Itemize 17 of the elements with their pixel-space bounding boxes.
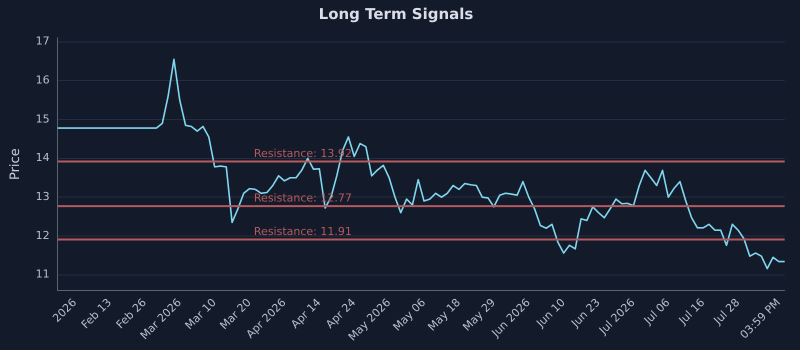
ref-line-label: Resistance: 11.91 — [254, 224, 352, 238]
x-tick-label: Apr 14 — [288, 296, 324, 331]
y-tick-label: 15 — [36, 112, 50, 126]
x-tick-label: Jun 10 — [533, 296, 568, 330]
y-tick-label: 12 — [36, 228, 50, 242]
y-axis-title: Price — [8, 148, 24, 180]
y-tick-label: 17 — [36, 34, 50, 48]
y-tick-label: 13 — [36, 190, 50, 204]
chart-title: Long Term Signals — [318, 4, 474, 23]
y-tick-label: 16 — [36, 74, 50, 87]
x-tick-label: Jul 16 — [676, 296, 708, 328]
x-tick-label: Feb 13 — [78, 296, 114, 332]
y-tick-label: 14 — [36, 151, 50, 164]
x-tick-label: Jul 06 — [640, 296, 672, 328]
x-tick-label: Mar 10 — [182, 296, 219, 332]
x-tick-label: Jul 28 — [710, 296, 742, 328]
y-tick-label: 11 — [36, 268, 50, 281]
